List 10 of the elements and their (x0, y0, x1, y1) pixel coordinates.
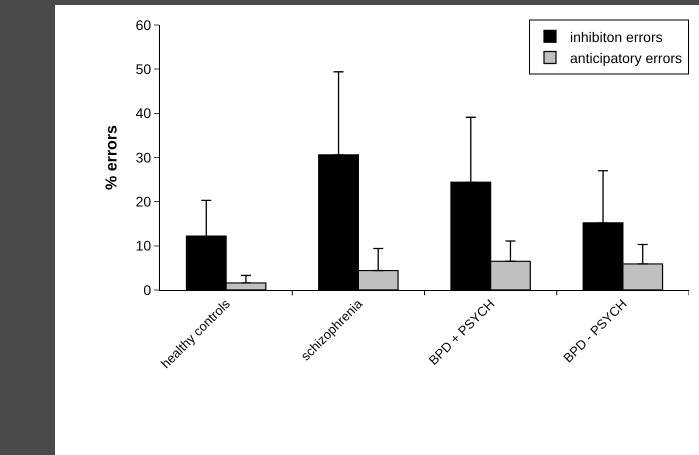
y-tick-label: 0 (143, 282, 152, 298)
y-axis-title: % errors (104, 124, 121, 190)
legend-label: inhibiton errors (570, 28, 663, 45)
y-tick-label: 20 (136, 194, 152, 210)
y-tick-label: 50 (136, 61, 152, 78)
y-tick-label: 10 (136, 238, 152, 254)
y-tick-label: 60 (136, 16, 152, 33)
legend-label: anticipatory errors (570, 50, 682, 66)
y-tick-label: 40 (136, 105, 152, 122)
y-tick-label: 30 (136, 149, 152, 166)
